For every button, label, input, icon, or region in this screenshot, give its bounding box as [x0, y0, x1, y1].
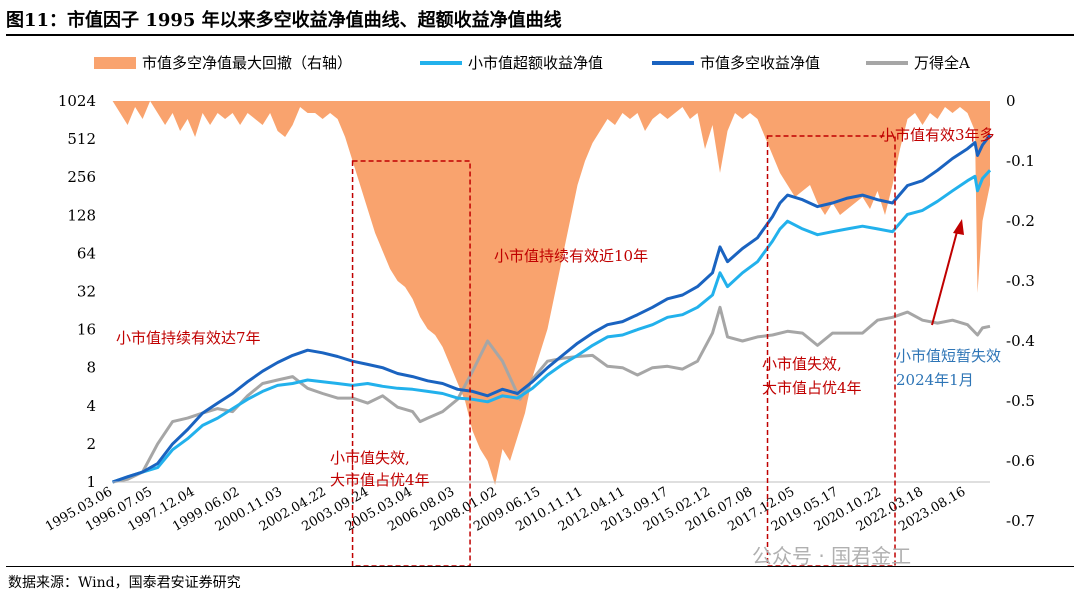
- legend-swatch-longshort: [652, 60, 694, 65]
- figure-title: 图11：市值因子 1995 年以来多空收益净值曲线、超额收益净值曲线: [6, 10, 562, 31]
- y-right-tick-label: -0.2: [1006, 212, 1035, 230]
- legend-label-excess: 小市值超额收益净值: [468, 54, 604, 72]
- source-note: 数据来源：Wind，国泰君安证券研究: [8, 575, 241, 591]
- highlight-box-2017-2021: [766, 135, 896, 567]
- y-right-tick-label: 0: [1006, 92, 1016, 110]
- annotation-arrow-line: [931, 227, 959, 326]
- y-right-tick-label: -0.3: [1006, 272, 1035, 290]
- annotation-2017-line2: 大市值占优4年: [762, 379, 862, 397]
- y-right-tick-label: -0.5: [1006, 392, 1035, 410]
- watermark: 公众号 · 国君金工: [752, 544, 912, 568]
- legend-swatch-wind-a: [866, 60, 908, 65]
- y-left-tick-label: 64: [77, 244, 96, 262]
- annotation-small-cap-10y: 小市值持续有效近10年: [494, 247, 649, 265]
- title-rule: [6, 34, 1074, 36]
- y-right-tick-label: -0.1: [1006, 152, 1035, 170]
- y-left-tick-label: 256: [67, 168, 96, 186]
- y-left-tick-label: 1024: [58, 92, 96, 110]
- y-left-tick-label: 16: [77, 321, 96, 339]
- annotation-2003-line2: 大市值占优4年: [330, 471, 430, 489]
- annotation-2003-line1: 小市值失效,: [330, 449, 410, 467]
- highlight-box-2003-2007: [351, 160, 471, 567]
- legend-item-longshort: 市值多空收益净值: [652, 52, 820, 73]
- y-right-tick-label: -0.4: [1006, 332, 1035, 350]
- legend-item-drawdown: 市值多空净值最大回撤（右轴）: [94, 52, 352, 73]
- legend-item-wind-a: 万得全A: [866, 52, 970, 73]
- series-excess-line: [112, 169, 992, 484]
- legend-label-wind-a: 万得全A: [914, 54, 970, 72]
- series-longshort-line: [112, 134, 992, 484]
- annotation-small-cap-7y: 小市值持续有效达7年: [116, 329, 261, 347]
- y-left-tick-label: 4: [86, 397, 96, 415]
- annotation-2024-line2: 2024年1月: [896, 371, 974, 389]
- series-wind-a-line: [112, 305, 991, 484]
- annotation-small-cap-3y: 小市值有效3年多: [880, 126, 995, 144]
- legend-label-drawdown: 市值多空净值最大回撤（右轴）: [142, 54, 353, 72]
- series-drawdown-area: [112, 101, 990, 485]
- y-right-tick-label: -0.7: [1006, 512, 1035, 530]
- legend: 市值多空净值最大回撤（右轴） 小市值超额收益净值 市值多空收益净值 万得全A: [0, 52, 1080, 72]
- y-left-tick-label: 1: [86, 473, 96, 491]
- y-left-tick-label: 32: [77, 283, 96, 301]
- source-rule: [6, 566, 1074, 567]
- y-left-tick-label: 512: [67, 130, 96, 148]
- y-left-tick-label: 2: [86, 435, 96, 453]
- legend-swatch-drawdown: [94, 56, 136, 69]
- y-left-tick-label: 8: [86, 359, 96, 377]
- legend-swatch-excess: [420, 60, 462, 65]
- y-right-tick-label: -0.6: [1006, 452, 1035, 470]
- annotation-2024-line1: 小市值短暂失效: [896, 347, 1002, 365]
- legend-item-excess: 小市值超额收益净值: [420, 52, 603, 73]
- legend-label-longshort: 市值多空收益净值: [700, 54, 821, 72]
- annotation-2017-line1: 小市值失效,: [762, 355, 842, 373]
- y-left-tick-label: 128: [67, 206, 96, 224]
- annotation-arrow-head: [953, 219, 964, 235]
